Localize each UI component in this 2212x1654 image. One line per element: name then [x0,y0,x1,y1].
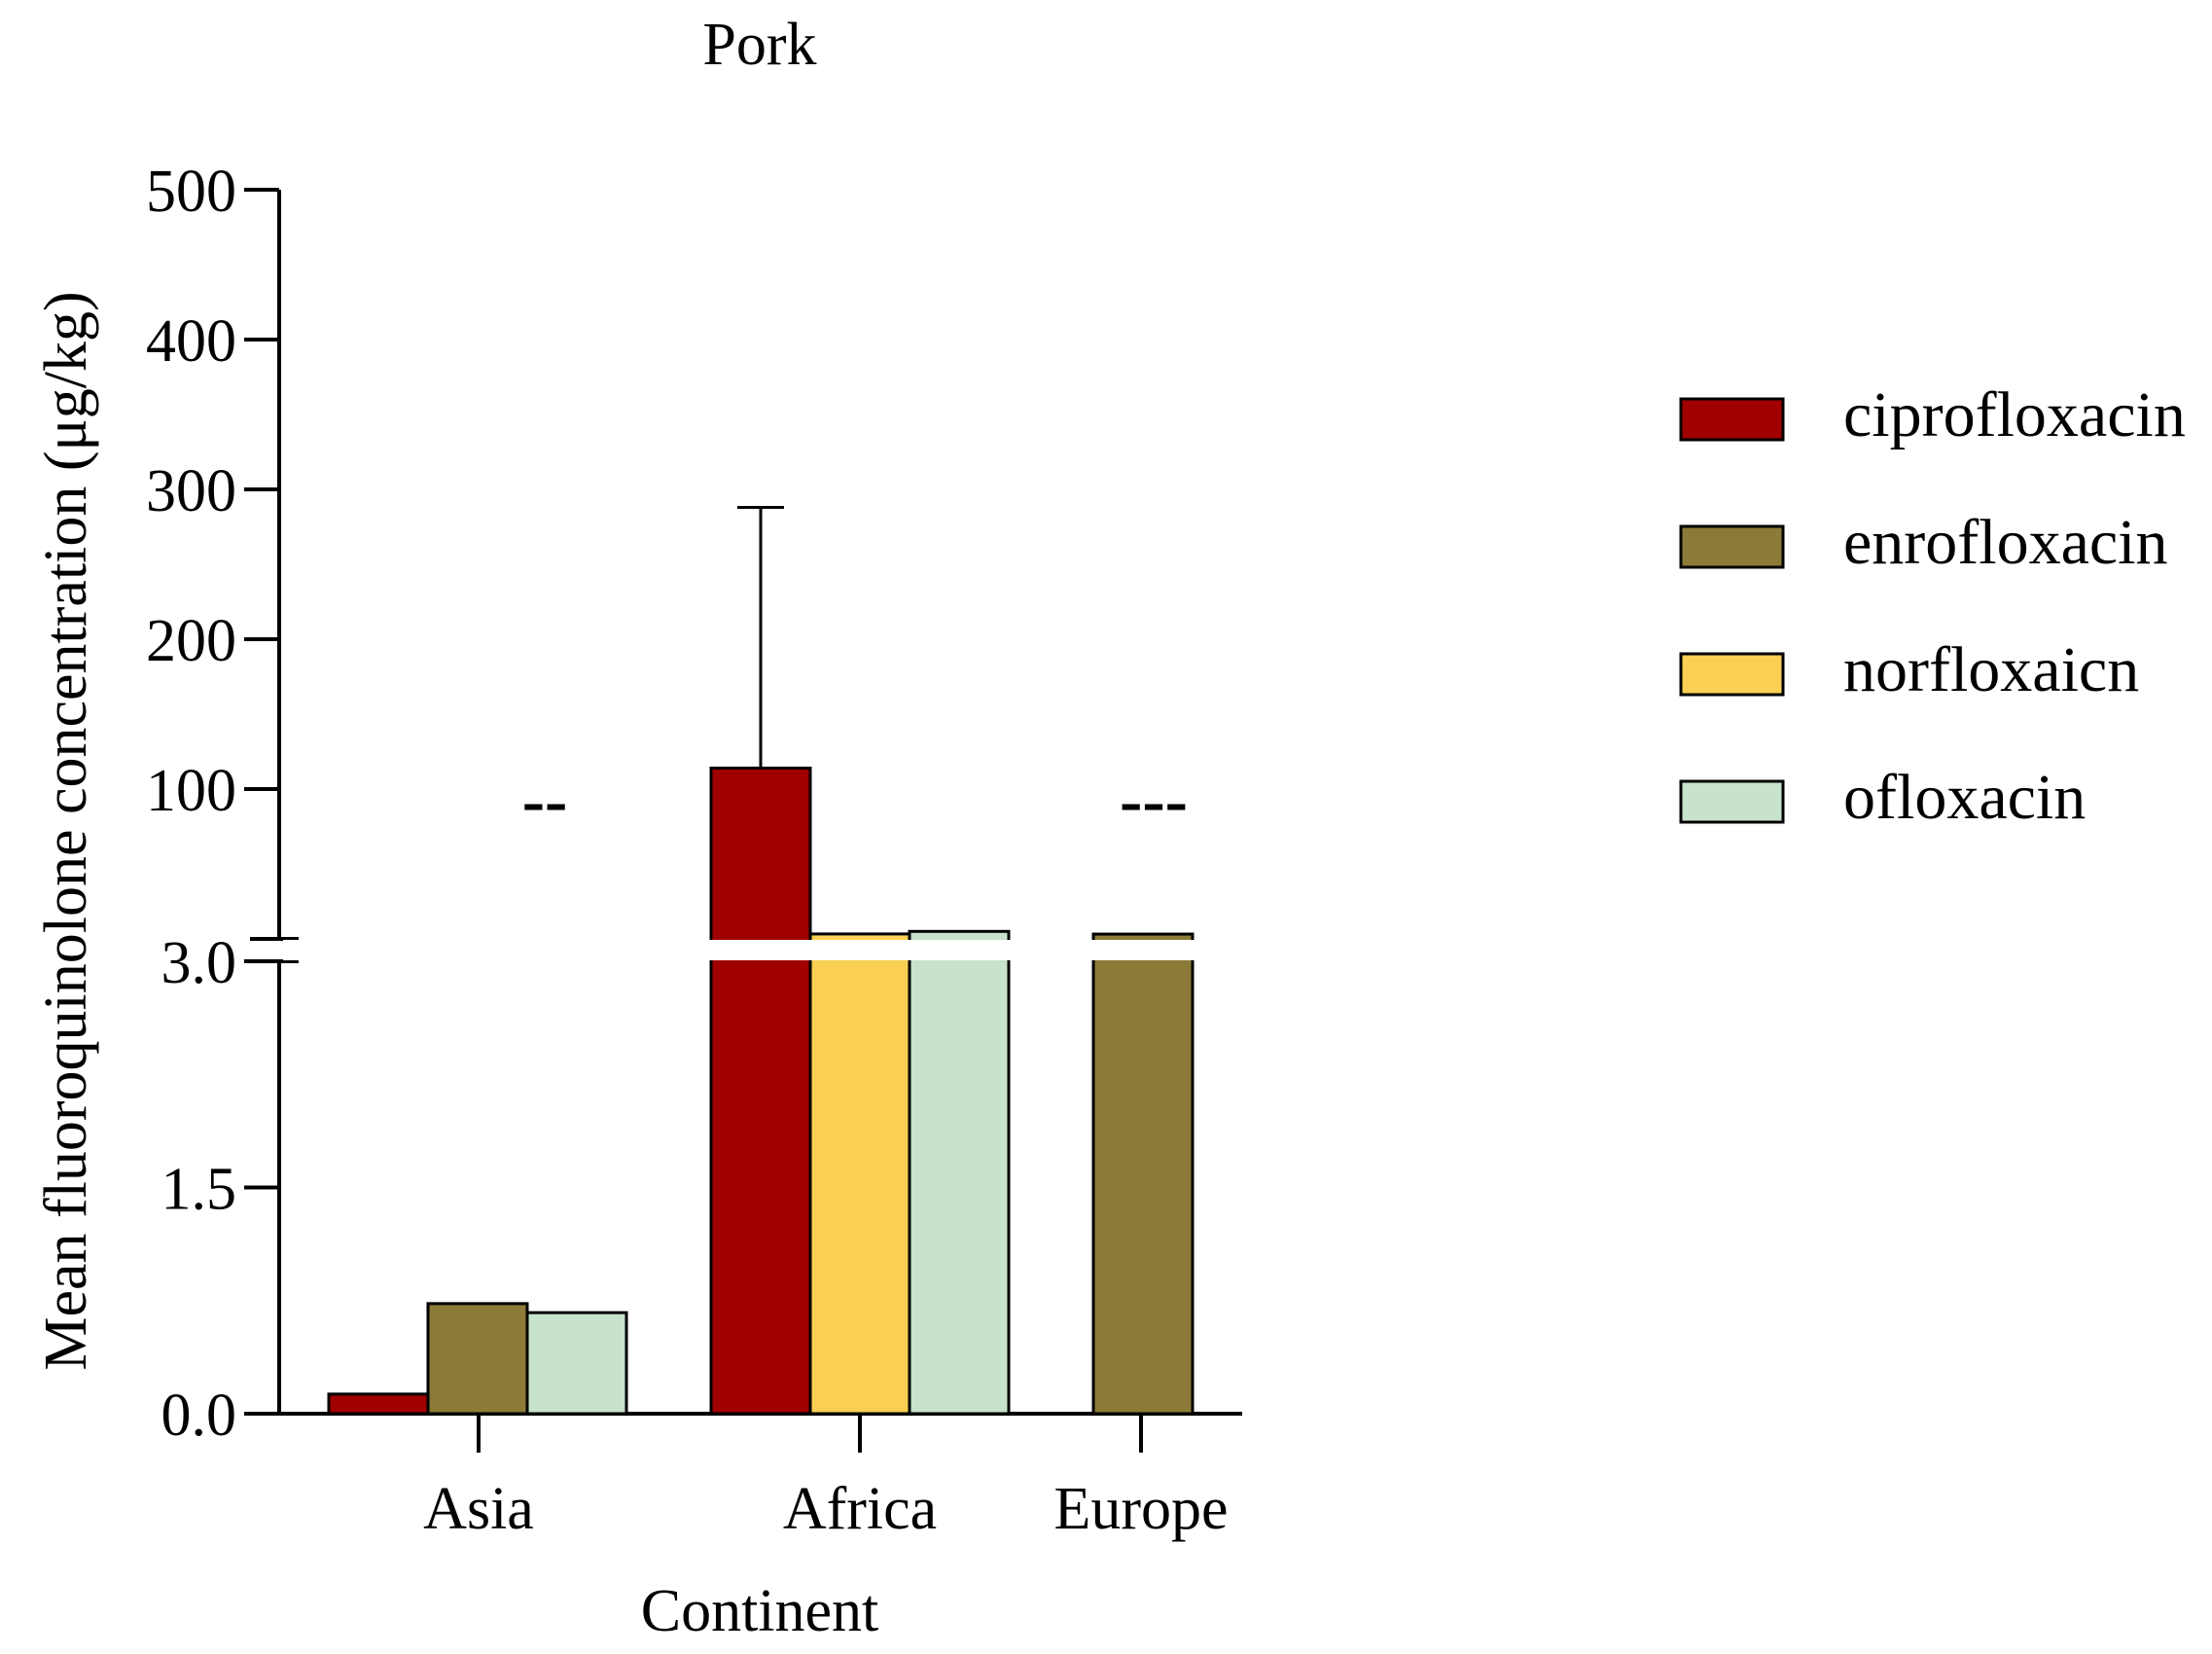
axis-break-gap [283,940,1246,960]
legend-label: enrofloxacin [1843,507,2168,578]
x-tick-label: Asia [423,1476,534,1542]
chart-title: Pork [702,12,816,78]
axes: 0.0 1.5 3.0 100 200 300 400 500 Asia Africa Europe [146,159,1242,1542]
y-tick-label: 400 [146,308,236,375]
legend-label: ofloxacin [1843,762,2086,833]
x-axis-label: Continent [641,1578,879,1644]
legend-label: ciprofloxacin [1843,379,2186,450]
annotations: -- --- [522,764,1188,839]
y-axis-label: Mean fluoroquinolone concentration (μg/k… [33,291,99,1370]
bar [327,1392,430,1416]
bar [808,932,911,1416]
y-tick-label: 0.0 [161,1383,237,1449]
legend-swatch [1679,779,1785,824]
y-tick-label: 1.5 [161,1157,237,1223]
x-tick-label: Africa [783,1476,937,1542]
legend-label: norfloxaicn [1843,634,2139,705]
annotation-dash: -- [522,764,568,839]
y-tick-label: 3.0 [161,930,237,996]
y-tick-label: 300 [146,458,236,524]
bar [908,929,1011,1416]
legend: ciprofloxacin enrofloxacin norfloxaicn oflo… [1679,379,2186,833]
y-tick-label: 500 [146,159,236,225]
bars [283,505,1246,1416]
bar [709,766,812,1416]
bar [1091,932,1195,1416]
x-tick-label: Europe [1053,1476,1228,1542]
bar [426,1302,529,1416]
y-tick-label: 100 [146,758,236,824]
annotation-dash: --- [1120,764,1188,839]
y-tick-label: 200 [146,608,236,674]
legend-swatch [1679,397,1785,442]
legend-swatch [1679,652,1785,697]
legend-swatch [1679,524,1785,569]
bar [525,1311,628,1416]
